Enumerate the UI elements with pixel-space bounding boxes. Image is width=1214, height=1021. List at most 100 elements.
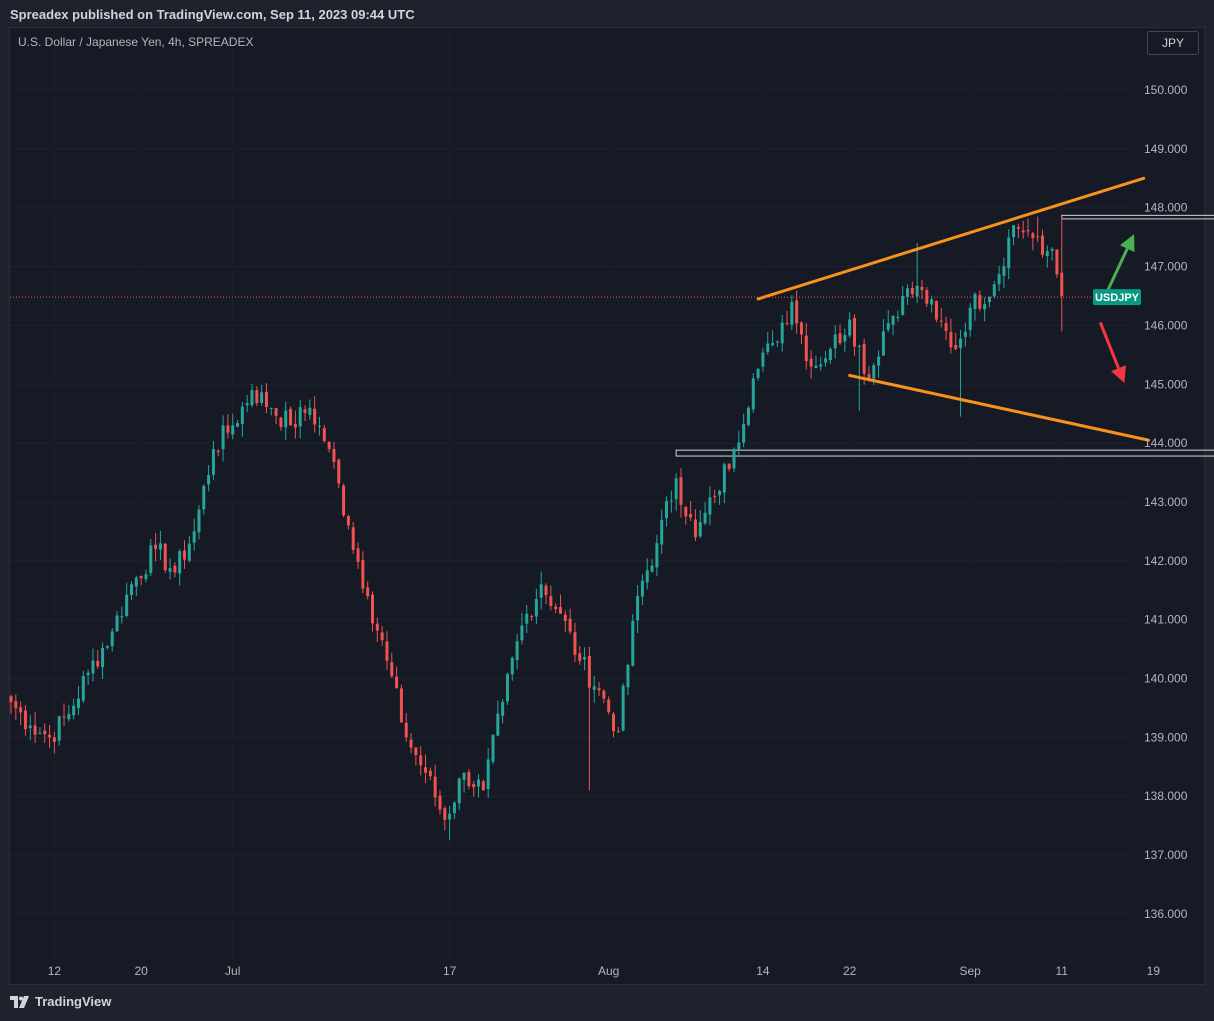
candle-body [819, 364, 823, 367]
candle [539, 571, 543, 610]
candle [901, 286, 905, 316]
candle [134, 575, 138, 597]
candle [554, 603, 558, 614]
candle-body [853, 317, 856, 347]
candle-body [125, 594, 129, 617]
candle [655, 534, 659, 576]
candle [332, 441, 336, 469]
candle [669, 490, 673, 513]
candle [689, 501, 693, 521]
candle [607, 696, 611, 715]
candle [578, 645, 582, 665]
candle-body [703, 512, 707, 524]
candle [597, 681, 601, 697]
candle-body [737, 442, 741, 450]
candle [491, 734, 495, 765]
candle-body [96, 661, 100, 667]
candle [255, 386, 259, 407]
candle [640, 574, 644, 605]
bullish-arrow-head [1120, 234, 1135, 253]
candle [809, 349, 813, 379]
candle [853, 314, 856, 356]
tradingview-logo-icon [10, 995, 29, 1008]
candle-body [197, 509, 201, 533]
candle [833, 325, 837, 359]
chart-pane[interactable] [9, 27, 1205, 985]
candle-body [814, 365, 818, 369]
candle-body [149, 545, 153, 574]
tradingview-brand[interactable]: TradingView [10, 994, 111, 1009]
candle-body [57, 716, 61, 741]
candle [414, 747, 418, 766]
candle-body [207, 474, 211, 485]
candle [101, 642, 105, 680]
candle-body [385, 641, 389, 661]
candle-body [843, 335, 847, 342]
candle-body [226, 425, 230, 433]
candle [891, 315, 895, 336]
candle-body [920, 286, 924, 291]
candle-body [1050, 248, 1054, 251]
candle-body [679, 477, 683, 505]
candle-body [804, 335, 808, 362]
candle-body [298, 407, 302, 427]
candle [457, 777, 461, 811]
candle [1016, 223, 1020, 238]
candle [1012, 224, 1016, 246]
candle-body [120, 616, 124, 618]
y-tick-label: 142.000 [1144, 554, 1188, 568]
candle-body [525, 613, 529, 624]
candle-body [973, 293, 977, 310]
candle-body [761, 352, 765, 367]
candle-body [231, 425, 235, 435]
resistance-zone [1061, 214, 1214, 220]
candle [583, 647, 587, 671]
candle [746, 406, 750, 427]
candle-body [949, 331, 953, 348]
trendlines [756, 176, 1151, 442]
candle-body [144, 574, 148, 580]
candle-body [337, 459, 341, 484]
candle [713, 489, 717, 504]
candle [983, 297, 987, 322]
candle-body [558, 607, 562, 614]
candle [1036, 216, 1040, 243]
candle [371, 591, 374, 632]
candle [1060, 216, 1064, 332]
x-tick-label: Aug [598, 964, 619, 978]
candle [920, 279, 924, 300]
candle-body [925, 289, 929, 304]
candle [43, 723, 47, 743]
candle [742, 413, 746, 448]
candle [105, 645, 109, 650]
candle-body [91, 660, 95, 674]
candle [289, 406, 293, 426]
candle-body [751, 378, 755, 410]
candle-body [211, 448, 215, 475]
candle [939, 307, 943, 328]
candle-body [997, 274, 1001, 285]
candle-body [896, 316, 900, 318]
candle-body [501, 702, 505, 716]
candle-body [279, 417, 283, 427]
candle [775, 340, 779, 348]
candle [72, 698, 76, 720]
currency-button[interactable]: JPY [1147, 31, 1199, 55]
candle-body [361, 560, 365, 589]
candle-body [313, 408, 317, 425]
candle-body [424, 767, 428, 773]
candle [592, 675, 596, 703]
candle [896, 310, 900, 322]
candle [631, 614, 635, 667]
candle [978, 290, 982, 312]
candle [38, 727, 42, 735]
candle [76, 685, 80, 715]
candle-body [732, 448, 736, 469]
candle [375, 617, 379, 643]
candle-body [901, 295, 905, 315]
candle [448, 805, 452, 841]
candle-body [371, 594, 374, 624]
candle [226, 414, 230, 439]
candle-body [621, 685, 625, 731]
